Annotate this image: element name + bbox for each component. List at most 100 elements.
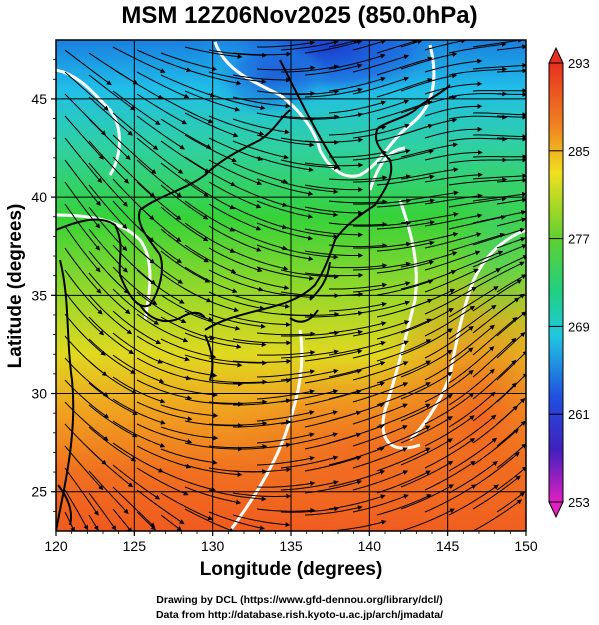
- streamline: [352, 54, 410, 73]
- streamline: [496, 197, 526, 205]
- streamline: [472, 134, 526, 140]
- streamline: [88, 426, 137, 462]
- streamline: [496, 420, 526, 447]
- streamline: [352, 340, 409, 359]
- streamline: [472, 227, 526, 246]
- streamline: [160, 426, 219, 441]
- streamline: [496, 217, 526, 227]
- streamline: [136, 423, 193, 444]
- colorbar-bottom-arrow: [548, 501, 564, 519]
- streamline: [232, 492, 292, 499]
- streamline: [376, 470, 431, 494]
- streamline: [352, 320, 410, 337]
- streamline: [424, 369, 474, 403]
- streamline: [400, 371, 453, 400]
- streamline: [64, 511, 75, 531]
- streamline: [352, 99, 410, 117]
- temperature-field: [56, 40, 526, 531]
- streamline: [280, 349, 340, 359]
- streamline: [304, 87, 363, 98]
- streamline: [376, 447, 431, 472]
- streamline: [376, 149, 435, 164]
- streamline: [304, 310, 364, 318]
- streamline: [136, 159, 183, 198]
- streamline: [112, 486, 156, 528]
- streamline: [400, 232, 459, 246]
- streamline: [304, 63, 363, 76]
- x-axis-label: Longitude (degrees): [199, 559, 383, 580]
- streamline: [376, 78, 433, 98]
- streamline: [64, 445, 104, 491]
- chart-title: MSM 12Z06Nov2025 (850.0hPa): [121, 2, 478, 29]
- streamline: [184, 112, 239, 138]
- streamline: [496, 44, 526, 51]
- streamline: [424, 40, 467, 51]
- streamline: [328, 381, 386, 400]
- streamline: [160, 338, 217, 359]
- streamline: [88, 492, 117, 531]
- streamline: [328, 150, 388, 158]
- streamline: [64, 291, 105, 336]
- streamline: [424, 437, 476, 469]
- streamline: [448, 324, 495, 362]
- streamline: [448, 346, 495, 384]
- y-axis-label: Latitude (degrees): [5, 203, 26, 369]
- streamline: [184, 90, 241, 112]
- streamline: [64, 313, 106, 356]
- streamline: [328, 470, 386, 488]
- streamline: [184, 266, 238, 294]
- streamline: [256, 156, 314, 173]
- streamline: [304, 455, 362, 472]
- streamline: [136, 181, 182, 221]
- lat-tick-label: 25: [31, 484, 47, 500]
- streamline: [400, 142, 459, 158]
- streamline: [304, 162, 364, 168]
- streamline: [112, 398, 166, 425]
- streamline: [400, 52, 458, 70]
- streamline: [136, 247, 184, 284]
- streamline: [496, 237, 526, 249]
- streamline: [448, 232, 505, 252]
- streamline: [208, 181, 262, 209]
- coastlines: [56, 59, 451, 531]
- streamline: [112, 68, 164, 100]
- streamline: [376, 240, 435, 252]
- streamline: [160, 250, 211, 283]
- streamline: [280, 181, 339, 195]
- streamline: [328, 76, 386, 92]
- streamline: [112, 134, 157, 175]
- lon-tick-label: 140: [358, 538, 382, 554]
- streamline: [256, 112, 316, 122]
- streamline: [448, 214, 507, 230]
- streamline: [400, 167, 459, 180]
- streamline: [400, 270, 457, 290]
- y-axis-label-wrap: Latitude (degrees): [2, 204, 26, 369]
- streamline: [376, 174, 435, 186]
- streamline: [88, 184, 128, 230]
- streamline: [232, 206, 288, 230]
- streamline: [64, 203, 101, 251]
- streamline: [280, 480, 339, 491]
- streamline: [208, 357, 268, 366]
- streamline: [184, 332, 242, 350]
- streamline: [328, 243, 388, 249]
- streamline: [304, 206, 364, 216]
- streamline: [136, 357, 192, 381]
- streamline: [208, 313, 266, 329]
- lat-tick-label: 40: [31, 189, 47, 205]
- streamline: [472, 337, 517, 378]
- streamline: [304, 272, 364, 278]
- streamline: [208, 225, 262, 252]
- streamline: [424, 103, 483, 117]
- streamline: [112, 332, 163, 364]
- streamline: [424, 213, 483, 227]
- streamline: [400, 40, 423, 48]
- streamline: [88, 404, 138, 438]
- streamline: [376, 382, 431, 406]
- streamline: [184, 178, 236, 210]
- streamline: [160, 294, 214, 322]
- streamline: [136, 137, 184, 174]
- streamline: [496, 466, 526, 491]
- credit-data: Data from http://database.rish.kyoto-u.a…: [155, 609, 444, 621]
- streamline: [112, 442, 164, 473]
